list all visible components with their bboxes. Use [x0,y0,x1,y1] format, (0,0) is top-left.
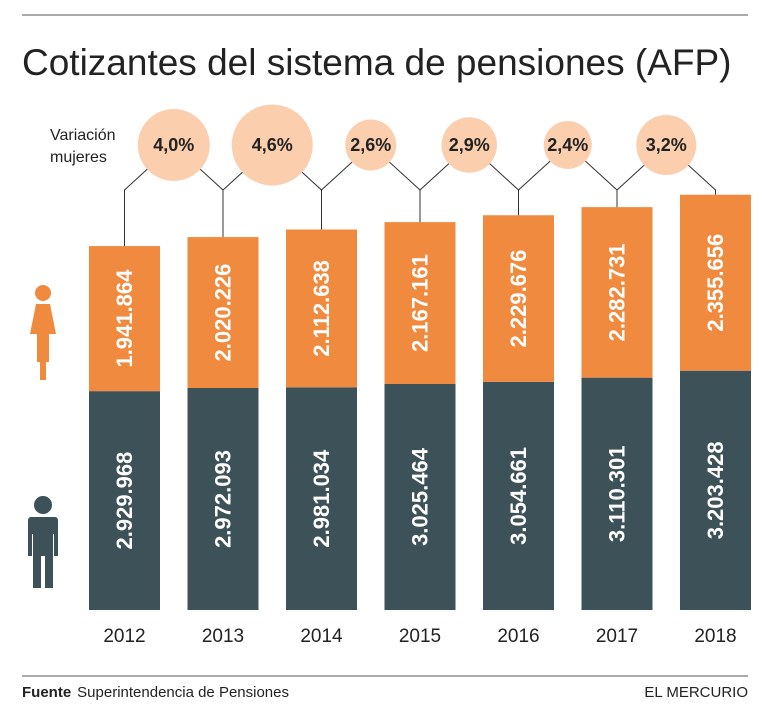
footer-source-text: Superintendencia de Pensiones [77,684,289,701]
variation-bubble-label: 3,2% [646,135,687,155]
bar-men-label: 3.203.428 [703,441,728,539]
variation-bubble-label: 2,9% [449,135,490,155]
chart-title: Cotizantes del sistema de pensiones (AFP… [22,42,732,83]
bar-men-label: 2.972.093 [211,450,236,548]
year-label: 2018 [694,626,736,647]
year-label: 2013 [202,626,244,647]
footer-source: Fuente Superintendencia de Pensiones [22,684,289,701]
footer-brand: EL MERCURIO [644,684,748,701]
bar-women [89,246,160,392]
year-labels: 2012 2013 2014 2015 2016 2017 2018 [103,626,736,647]
bar-women-label: 2.167.161 [408,254,433,352]
bar-women-label: 1.941.864 [112,269,137,368]
variation-bubble-label: 2,4% [547,135,588,155]
bar-women [286,229,357,388]
bar-women-label: 2.112.638 [309,260,334,357]
bar-men [187,387,259,610]
year-label: 2017 [596,626,638,647]
variation-bubble-label: 4,0% [153,135,194,155]
bar-women [187,237,259,388]
bar-men-label: 3.110.301 [605,445,630,542]
bar-women-label: 2.355.656 [703,234,728,332]
variation-bubble [636,115,697,175]
woman-icon [30,285,56,380]
variation-bubbles: 4,0% 4,6% 2,6% 2,9% 2,4% 3,2% [137,104,697,186]
bar-men [384,383,456,610]
bar-men-label: 2.929.968 [112,452,137,550]
variation-bubble [137,109,210,181]
year-label: 2012 [103,626,145,647]
variation-label-line2: mujeres [50,149,107,166]
variation-bubble-label: 2,6% [350,135,391,155]
year-label: 2016 [497,626,539,647]
bar-women-label: 2.020.226 [211,264,236,362]
variation-bubble [543,121,592,169]
footer-source-label: Fuente [22,684,71,701]
bar-men-label: 3.025.464 [408,447,433,546]
bar-men [581,377,653,610]
bar-women [384,222,456,384]
bar-men-label: 2.981.034 [309,449,334,548]
variation-bubble-label: 4,6% [252,135,293,155]
bar-women [483,215,554,382]
variation-label-line1: Variación [50,127,116,144]
year-label: 2014 [300,626,343,647]
bar-men-label: 3.054.661 [506,447,531,545]
bar-men [680,370,751,610]
bar-women-label: 2.282.731 [605,243,630,341]
man-icon [28,496,58,588]
bar-men [483,381,554,610]
bar-women-label: 2.229.676 [506,250,531,348]
year-label: 2015 [399,626,441,647]
variation-bubble [231,104,313,186]
bar-men [89,391,160,610]
bar-women [680,194,751,371]
variation-bubble [441,117,497,173]
bar-women [581,207,653,378]
bars: 2.929.968 1.941.864 2.972.093 2.020.226 2.98… [89,194,751,610]
bar-men [286,387,357,610]
variation-bubble [345,119,397,171]
